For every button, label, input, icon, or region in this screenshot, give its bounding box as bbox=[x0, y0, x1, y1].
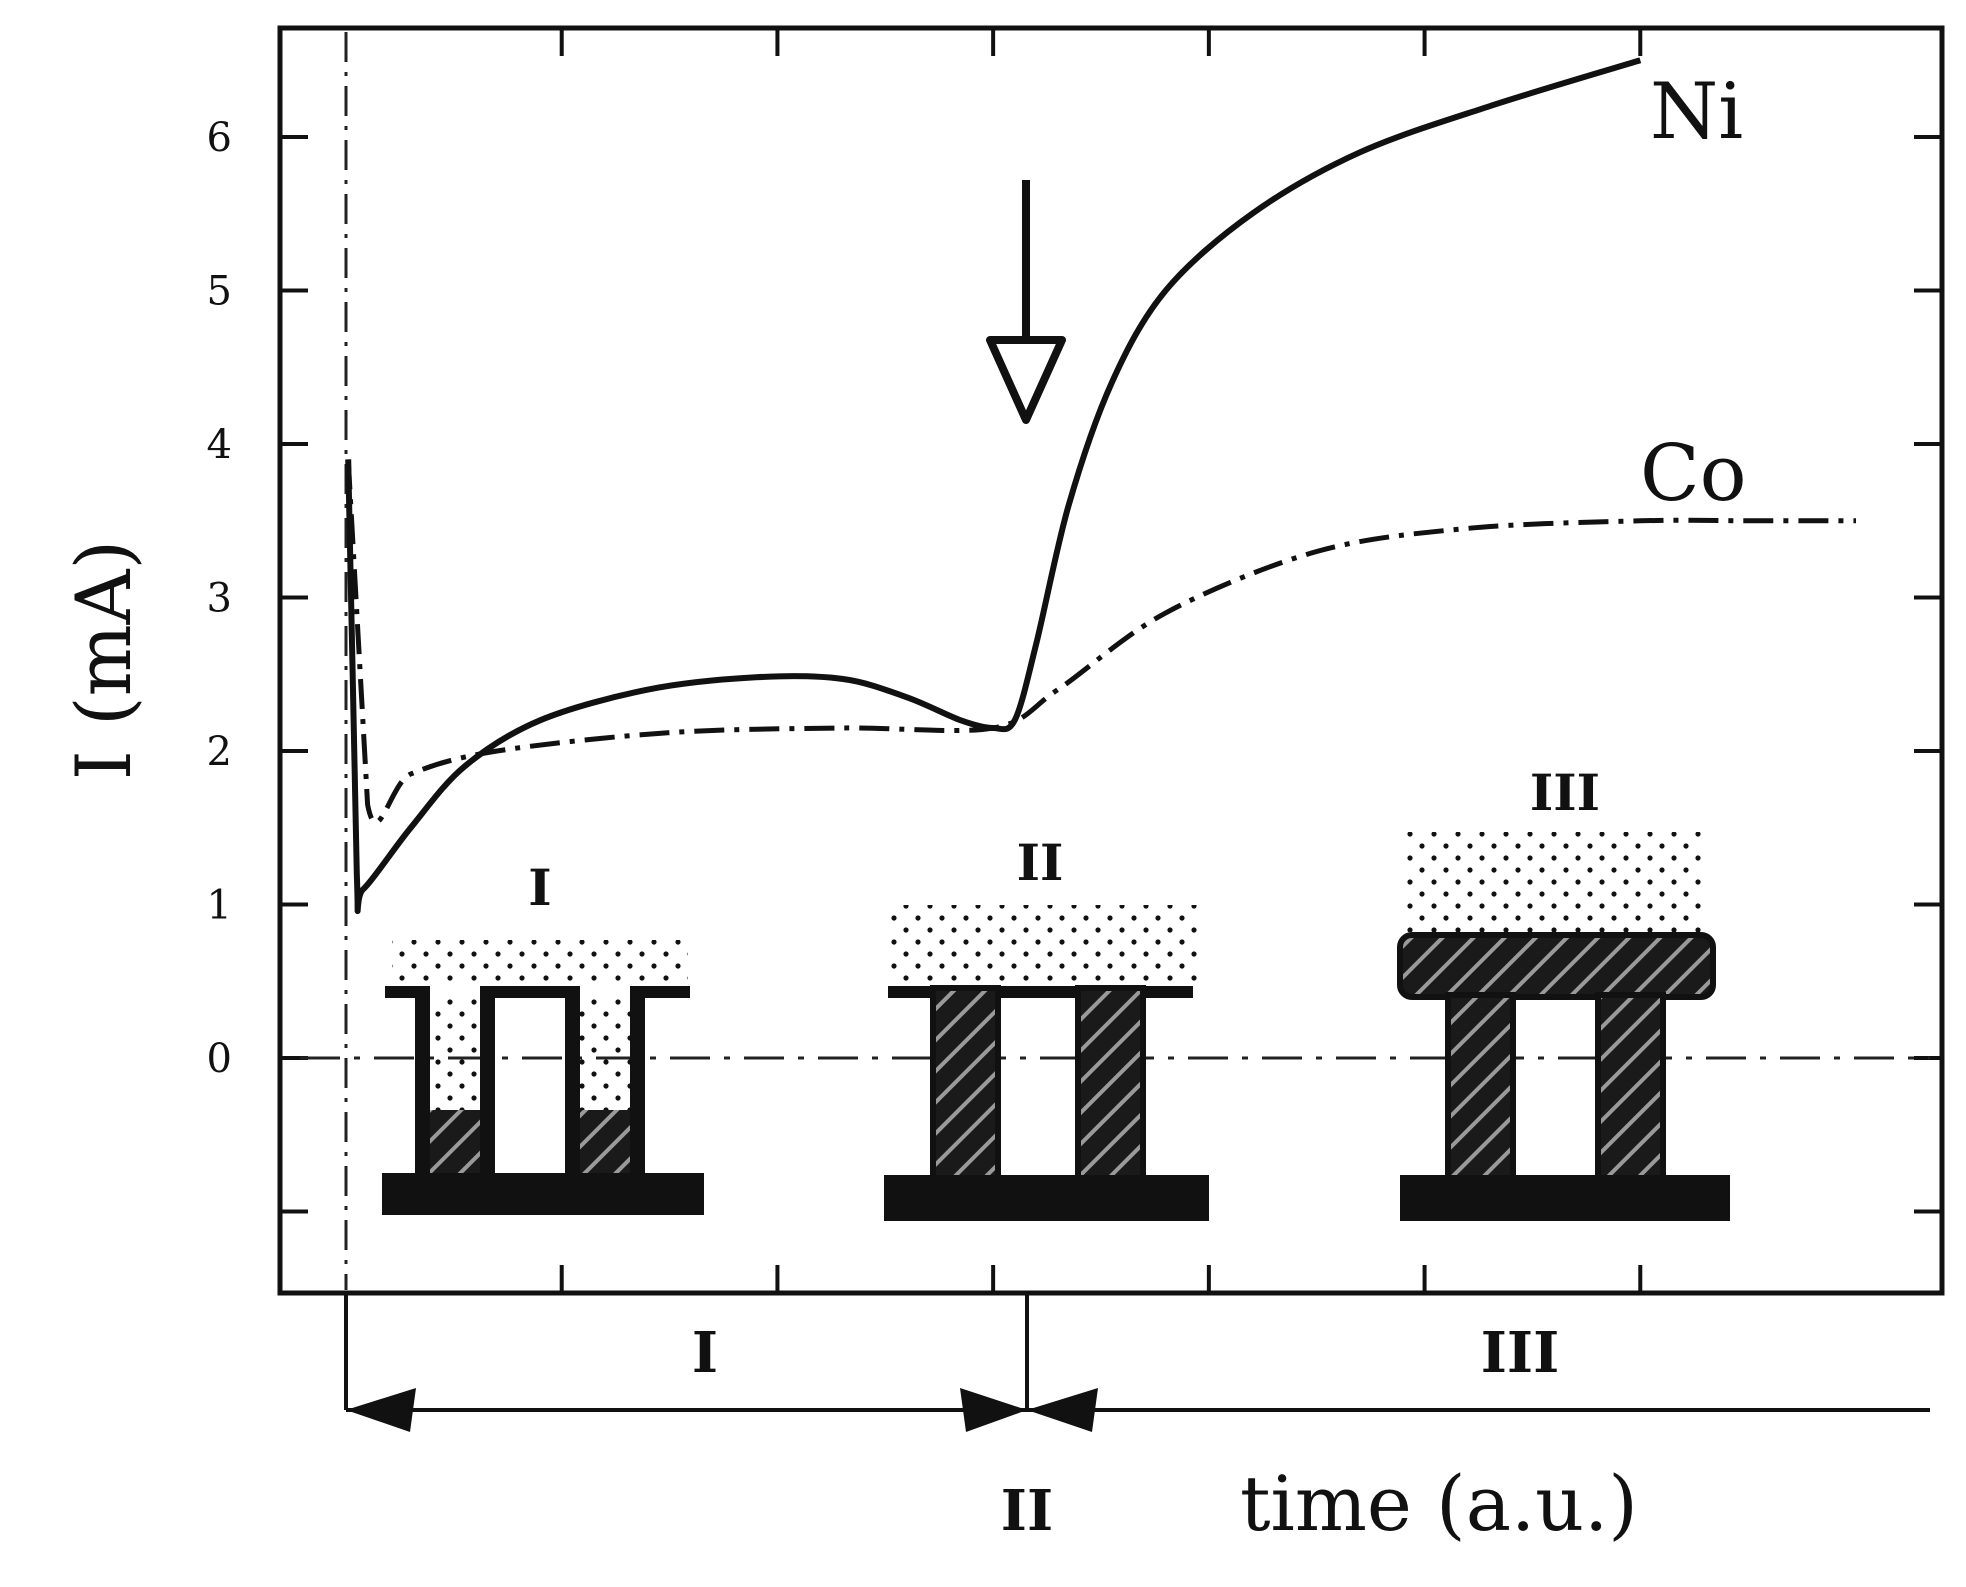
stage-1-top-ledge bbox=[480, 986, 580, 998]
stage-3-dots bbox=[1405, 832, 1707, 932]
y-axis-title: I (mA) bbox=[59, 540, 148, 780]
phase-1-right-arrowhead bbox=[960, 1388, 1027, 1432]
y-tick-label: 4 bbox=[207, 422, 232, 468]
stage-2-dots bbox=[888, 905, 1200, 983]
stage-2-hatched-pillar bbox=[930, 985, 1001, 1181]
phase-label-2: II bbox=[1001, 1478, 1053, 1544]
stage-label-2: II bbox=[1017, 833, 1064, 892]
phase-timeline bbox=[344, 1295, 1930, 1432]
stage-1-pore-dots bbox=[580, 995, 630, 1110]
stage-1-hatched-fill bbox=[580, 1110, 630, 1178]
series-label-ni: Ni bbox=[1650, 67, 1743, 157]
stage-2-hatched-pillar bbox=[1075, 985, 1146, 1181]
x-axis-title: time (a.u.) bbox=[1240, 1459, 1638, 1548]
y-tick-label: 3 bbox=[207, 576, 232, 622]
axis-ticks bbox=[280, 28, 1942, 1293]
y-tick-label: 2 bbox=[207, 729, 232, 775]
stage-2-substrate bbox=[884, 1175, 1209, 1221]
stage-3-hatched-pillar bbox=[1445, 992, 1516, 1181]
stage-1-substrate bbox=[382, 1173, 704, 1215]
stage-1-dots bbox=[392, 940, 688, 982]
stage-diagram-2 bbox=[884, 905, 1209, 1221]
series-label-co: Co bbox=[1640, 429, 1747, 519]
stage-diagram-3 bbox=[1397, 832, 1730, 1221]
phase-label-3: III bbox=[1481, 1320, 1560, 1386]
transition-arrow-head bbox=[986, 336, 1066, 424]
stage-3-hatched-pillar bbox=[1595, 992, 1666, 1181]
y-tick-label: 5 bbox=[207, 269, 232, 315]
y-tick-label: 1 bbox=[207, 883, 232, 929]
stage-1-top-ledge bbox=[385, 986, 430, 998]
stage-1-pore-dots bbox=[430, 995, 480, 1110]
stage-1-top-ledge bbox=[630, 986, 690, 998]
series-line-co bbox=[345, 459, 1856, 825]
stage-1-mid-pillar bbox=[480, 988, 495, 1178]
phase-3-left-arrowhead bbox=[1027, 1388, 1098, 1432]
phase-label-1: I bbox=[692, 1320, 718, 1386]
y-tick-label: 0 bbox=[207, 1036, 232, 1082]
y-tick-labels: 0 1 2 3 4 5 6 bbox=[207, 115, 232, 1082]
stage-diagram-1 bbox=[382, 940, 704, 1215]
stage-label-1: I bbox=[528, 858, 551, 917]
transition-arrow bbox=[986, 180, 1066, 424]
stage-3-substrate bbox=[1400, 1175, 1730, 1221]
series-line-ni bbox=[345, 57, 1642, 915]
stage-1-right-pillar bbox=[630, 988, 645, 1178]
stage-1-hatched-fill bbox=[430, 1110, 480, 1178]
y-tick-label: 6 bbox=[207, 115, 232, 161]
stage-1-left-pillar bbox=[415, 988, 430, 1178]
stage-label-3: III bbox=[1530, 763, 1600, 822]
stage-1-mid-pillar bbox=[565, 988, 580, 1178]
plot-frame bbox=[277, 25, 1945, 1296]
stage-3-hatched-cap bbox=[1397, 932, 1716, 1000]
phase-1-left-arrowhead bbox=[346, 1388, 416, 1432]
